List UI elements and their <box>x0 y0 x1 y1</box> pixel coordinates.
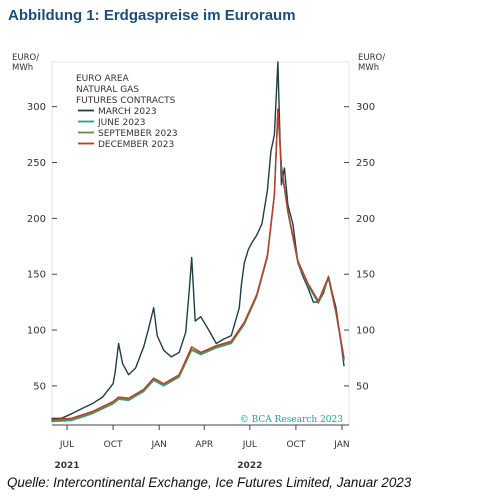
y-tick-label-right: 250 <box>356 158 375 169</box>
y-tick-label-left: 100 <box>27 326 46 337</box>
y-unit-right: MWh <box>358 63 379 73</box>
y-tick-label-right: 150 <box>356 270 375 281</box>
y-tick-label-left: 150 <box>27 270 46 281</box>
x-tick-label: APR <box>195 440 213 450</box>
plot-frame <box>51 61 350 426</box>
x-year-label: 2022 <box>237 461 262 470</box>
y-tick-label-left: 200 <box>27 214 46 225</box>
x-tick-label: OCT <box>104 440 123 450</box>
legend-label: MARCH 2023 <box>98 107 157 117</box>
x-tick-label: JUL <box>242 440 257 450</box>
y-tick-label-left: 50 <box>33 381 46 392</box>
legend-title-line: EURO AREA <box>76 74 130 84</box>
series-line-december-2023 <box>51 108 345 421</box>
x-tick-label: JUL <box>59 440 74 450</box>
x-tick-label: JAN <box>150 440 166 450</box>
y-tick-label-right: 50 <box>356 381 369 392</box>
gas-price-chart: 50 50 100 100 150 150 200 200 250 250 300 300 EURO/M… <box>12 53 385 470</box>
x-year-label: 2021 <box>54 461 79 470</box>
legend-label: SEPTEMBER 2023 <box>98 129 178 139</box>
y-tick-label-left: 250 <box>27 158 46 169</box>
y-unit-left: EURO/ <box>12 53 39 63</box>
y-tick-label-right: 200 <box>356 214 375 225</box>
copyright-label: © BCA Research 2023 <box>240 415 343 425</box>
series-line-march-2023 <box>51 61 345 419</box>
y-unit-left: MWh <box>12 63 33 73</box>
x-tick-label: JAN <box>333 440 349 450</box>
y-tick-label-right: 300 <box>356 102 375 113</box>
y-tick-label-left: 300 <box>27 102 46 113</box>
legend-label: DECEMBER 2023 <box>98 140 174 150</box>
figure-heading: Abbildung 1: Erdgaspreise im Euroraum <box>8 7 296 24</box>
legend-label: JUNE 2023 <box>97 118 145 128</box>
y-tick-label-right: 100 <box>356 326 375 337</box>
y-unit-right: EURO/ <box>358 53 385 63</box>
source-note: Quelle: Intercontinental Exchange, Ice F… <box>7 475 412 490</box>
legend-title-line: FUTURES CONTRACTS <box>76 96 176 106</box>
legend-title-line: NATURAL GAS <box>76 85 139 95</box>
x-tick-label: OCT <box>286 440 305 450</box>
